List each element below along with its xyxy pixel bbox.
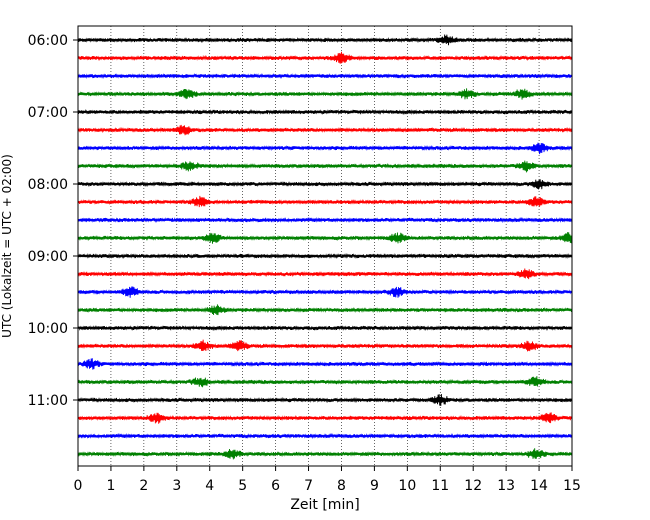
trace-0930 (77, 286, 573, 298)
y-tick-label: 11:00 (28, 393, 68, 409)
x-axis-label: Zeit [min] (290, 497, 359, 513)
grid-lines (110, 26, 540, 466)
y-tick-label: 09:00 (28, 249, 68, 265)
trace-0915 (77, 268, 573, 280)
x-tick-label: 5 (238, 478, 247, 494)
plot-frame (77, 25, 573, 467)
trace-1030 (77, 358, 573, 370)
x-tick-label: 8 (337, 478, 346, 494)
x-tick-label: 10 (398, 478, 416, 494)
seismic-traces (77, 34, 573, 460)
trace-1145 (77, 448, 573, 460)
y-tick-label: 10:00 (28, 321, 68, 337)
trace-0830 (77, 216, 573, 224)
trace-0615 (77, 51, 573, 64)
trace-0815 (77, 195, 573, 208)
trace-1045 (77, 376, 573, 388)
trace-0630 (77, 72, 573, 80)
x-tick-label: 9 (370, 478, 379, 494)
trace-0600 (77, 34, 573, 46)
trace-1000 (77, 324, 573, 332)
trace-0715 (77, 124, 573, 136)
x-tick-label: 3 (172, 478, 181, 494)
x-tick-label: 12 (464, 478, 482, 494)
y-axis-ticks: 06:00 07:00 08:00 09:00 10:00 11:00 (28, 33, 78, 409)
x-tick-label: 15 (563, 478, 581, 494)
trace-0900 (77, 252, 573, 260)
x-tick-label: 11 (431, 478, 449, 494)
y-axis-label: UTC (Lokalzeit = UTC + 02:00) (0, 154, 14, 338)
trace-0800 (77, 179, 573, 190)
y-tick-label: 08:00 (28, 177, 68, 193)
x-axis-ticks: 0 1 2 3 4 5 6 7 8 9 10 11 12 13 14 15 (74, 466, 581, 494)
x-tick-label: 0 (74, 478, 83, 494)
trace-0645 (77, 88, 573, 100)
x-tick-label: 4 (205, 478, 214, 494)
x-tick-label: 7 (304, 478, 313, 494)
y-tick-label: 07:00 (28, 105, 68, 121)
trace-0745 (77, 160, 573, 173)
x-tick-label: 6 (271, 478, 280, 494)
x-tick-label: 13 (497, 478, 515, 494)
x-tick-label: 1 (106, 478, 115, 494)
trace-1130 (77, 432, 573, 440)
trace-0845 (77, 232, 573, 244)
trace-1115 (77, 412, 573, 424)
trace-1100 (77, 393, 573, 406)
trace-1015 (77, 339, 573, 352)
trace-0730 (77, 142, 573, 155)
x-tick-label: 2 (139, 478, 148, 494)
y-tick-label: 06:00 (28, 33, 68, 49)
trace-0945 (77, 304, 573, 316)
trace-0700 (77, 108, 573, 116)
x-tick-label: 14 (530, 478, 548, 494)
